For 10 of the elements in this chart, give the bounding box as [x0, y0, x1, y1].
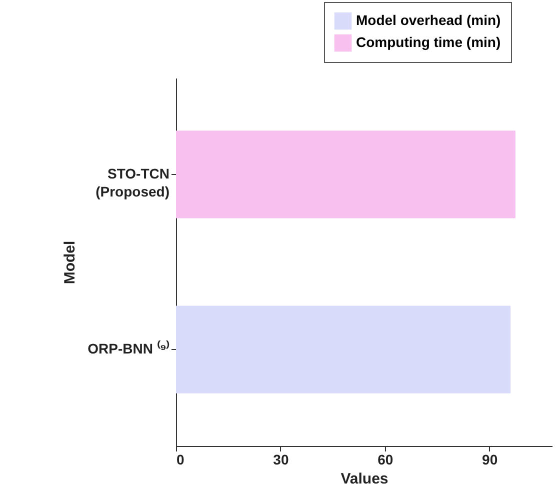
x-tick-label: 0 [176, 452, 184, 468]
legend-label: Computing time (min) [356, 34, 501, 50]
y-tick-label: STO-TCN (Proposed) [96, 165, 170, 200]
y-axis-title: Model [62, 240, 79, 284]
x-axis-title: Values [340, 470, 388, 488]
x-tick-label: 60 [378, 452, 394, 468]
x-tick-label: 30 [273, 452, 289, 468]
legend-label: Model overhead (min) [356, 12, 501, 28]
y-tick-label: ORP-BNN ⁽⁹⁾ [88, 340, 170, 357]
x-tick-label: 90 [482, 452, 498, 468]
